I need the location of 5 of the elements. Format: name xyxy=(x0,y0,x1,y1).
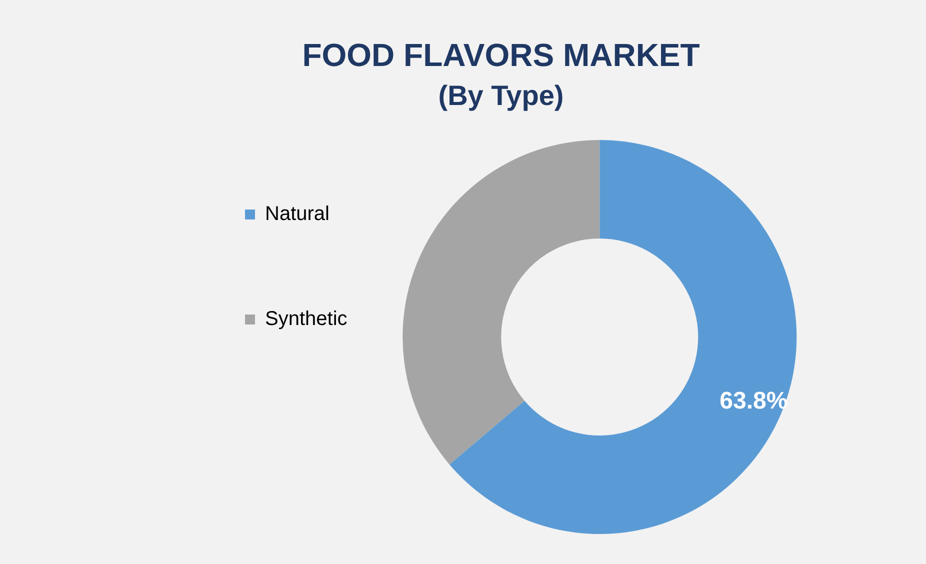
legend-label: Natural xyxy=(265,203,330,226)
chart-title: FOOD FLAVORS MARKET xyxy=(302,37,700,74)
legend-label: Synthetic xyxy=(265,308,348,330)
data-label: 63.8% xyxy=(720,388,788,415)
chart-subtitle: (By Type) xyxy=(438,80,564,111)
